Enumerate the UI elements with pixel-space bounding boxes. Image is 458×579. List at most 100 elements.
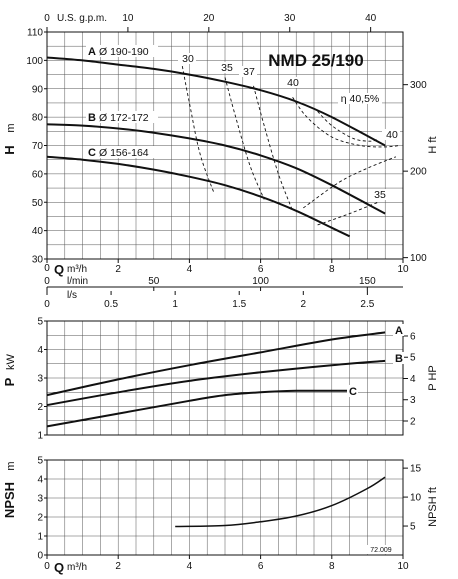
h-ft-tick: 100 [410,253,427,264]
h-ft-axis-label: H ft [427,136,439,153]
p-hp-tick: 5 [410,353,416,364]
curve-label-bg [86,45,158,57]
npsh-q-axis-unit: m³/h [67,562,87,573]
l-min-tick: 150 [359,276,376,287]
q-m3h-tick: 0 [44,263,50,274]
h-m-tick: 60 [32,169,44,180]
p-hp-tick: 3 [410,395,416,406]
efficiency-label-bg [178,53,196,64]
efficiency-line [303,156,397,209]
q-m3h-tick: 8 [329,264,335,275]
h-m-tick: 30 [32,255,44,266]
us-gpm-tick: 10 [122,13,134,24]
efficiency-label-bg [370,189,388,200]
power-label-bg [393,352,404,364]
p-kw-axis-label: P [2,377,17,386]
efficiency-line [253,85,294,211]
grid [47,460,403,555]
power-label-A: A [395,325,403,337]
power-label-C: C [349,386,357,398]
h-m-axis-unit: m [5,123,17,132]
p-hp-axis-label: P HP [427,365,439,390]
plot-frame [46,459,404,556]
efficiency-label: 35 [221,62,233,74]
us-gpm-tick: 40 [365,13,377,24]
l-min-tick: 0 [44,276,50,287]
l-min-label: l/min [67,276,88,287]
p-kw-tick: 4 [37,345,43,356]
power-curve-B [46,359,386,407]
p-kw-tick: 2 [37,402,43,413]
head-curve-B [46,123,386,215]
power-label-bg [393,324,404,336]
efficiency-label: 37 [243,66,255,78]
curve-diameter-label: Ø 172-172 [99,112,149,124]
p-kw-tick: 3 [37,374,43,385]
h-ft-tick: 300 [410,80,427,91]
npsh-ft-axis-label: NPSH ft [427,487,439,527]
p-hp-tick: 4 [410,374,416,385]
l-s-tick: 1 [172,299,178,310]
l-min-tick: 100 [252,276,269,287]
power-label-B: B [395,353,403,365]
p-kw-tick: 5 [37,317,43,328]
l-s-tick: 2.5 [360,299,374,310]
power-curve-C [46,389,350,428]
p-kw-axis-unit: kW [5,353,17,370]
npsh-m-tick: 3 [37,494,43,505]
l-s-tick: 1.5 [232,299,246,310]
npsh-q-tick: 4 [187,561,193,572]
efficiency-label: η 40,5% [341,93,380,105]
npsh-curve [175,476,386,528]
p-hp-tick: 6 [410,331,416,342]
efficiency-label: 35 [374,189,386,201]
us-gpm-label: U.S. g.p.m. [57,13,107,24]
head-panel: U.S. g.p.m.0 10 20 30 4030405060708090100110… [2,13,439,310]
power-panel: 1 2 3 4 5 PkW 2 3 4 5 6 P HP A B C [2,317,439,442]
efficiency-line [181,66,215,194]
npsh-q-tick: 6 [258,561,264,572]
h-m-tick: 70 [32,141,44,152]
npsh-ft-tick: 15 [410,464,422,475]
q-m3h-tick: 10 [397,264,409,275]
q-axis-unit: m³/h [67,264,87,275]
curve-label-B: B [88,112,96,124]
npsh-panel: 0 1 2 3 4 5 NPSH m 5 10 15 NPSH ft 0 2 4 6 8 10 Q m³/h 72.00… [2,456,439,576]
efficiency-line [317,111,379,142]
efficiency-label-bg [239,66,257,77]
efficiency-label-bg [217,62,235,73]
head-curve-A [46,56,386,147]
npsh-m-axis-unit: m [5,461,17,470]
npsh-ft-tick: 5 [410,522,416,533]
q-m3h-tick: 2 [115,264,121,275]
efficiency-label-bg [338,93,382,104]
l-s-tick: 0.5 [104,299,118,310]
npsh-m-tick: 0 [37,551,43,562]
power-curve-A [46,331,386,397]
h-m-tick: 100 [26,56,43,67]
curve-diameter-label: Ø 190-190 [99,46,149,58]
chart-code: 72.009 [370,547,392,554]
curve-label-C: C [88,147,96,159]
h-m-tick: 90 [32,84,44,95]
npsh-q-axis-letter: Q [54,560,64,575]
us-gpm-tick: 0 [44,13,50,24]
h-m-tick: 110 [27,28,43,39]
curve-label-bg [86,146,158,158]
l-min-tick: 50 [148,276,160,287]
h-m-axis-label: H [2,145,17,154]
l-s-tick: 0 [44,299,50,310]
p-kw-tick: 1 [37,431,43,442]
npsh-m-tick: 5 [37,456,43,467]
h-ft-tick: 200 [410,167,427,178]
efficiency-line [317,201,379,226]
chart-title: NMD 25/190 [268,51,363,70]
h-m-tick: 40 [32,226,44,237]
npsh-m-tick: 2 [37,513,43,524]
us-gpm-tick: 30 [284,13,296,24]
npsh-q-tick: 2 [115,561,121,572]
npsh-q-tick: 8 [329,561,335,572]
efficiency-label: 30 [182,53,194,65]
us-gpm-tick: 20 [203,13,215,24]
h-m-tick: 80 [32,113,44,124]
